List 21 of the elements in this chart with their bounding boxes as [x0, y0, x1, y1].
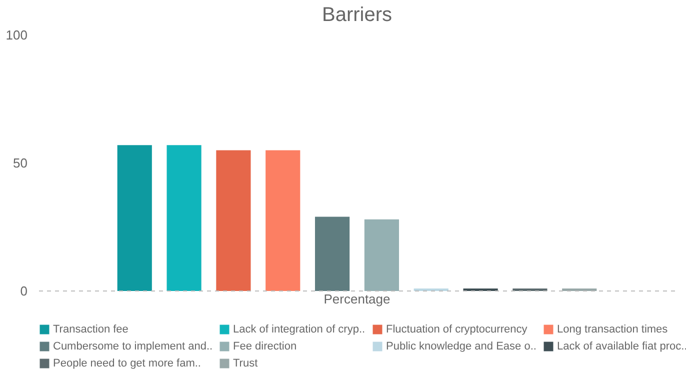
legend-label: Fee direction: [233, 340, 297, 352]
legend-label: Lack of integration of cryp..: [233, 324, 366, 336]
x-tick-label: Percentage: [324, 292, 390, 306]
bar: [364, 219, 400, 291]
legend-label: Long transaction times: [557, 324, 668, 336]
chart-title: Barriers: [322, 4, 392, 26]
bar: [314, 216, 350, 291]
bar: [216, 150, 251, 291]
bar: [117, 145, 152, 291]
y-tick-label: 100: [6, 28, 28, 42]
bar: [266, 150, 300, 291]
legend-label: Fluctuation of cryptocurrency: [386, 324, 528, 336]
legend-label: Cumbersome to implement and..: [53, 340, 213, 352]
legend-label: Transaction fee: [53, 324, 128, 336]
legend-label: Lack of available fiat proc..: [557, 340, 686, 352]
y-tick-label: 50: [13, 156, 28, 170]
legend-label: People need to get more fam..: [53, 358, 201, 370]
y-tick-label: 0: [20, 284, 28, 298]
bar: [166, 145, 202, 291]
legend-label: Trust: [233, 358, 258, 370]
legend-label: Public knowledge and Ease o..: [386, 340, 536, 352]
